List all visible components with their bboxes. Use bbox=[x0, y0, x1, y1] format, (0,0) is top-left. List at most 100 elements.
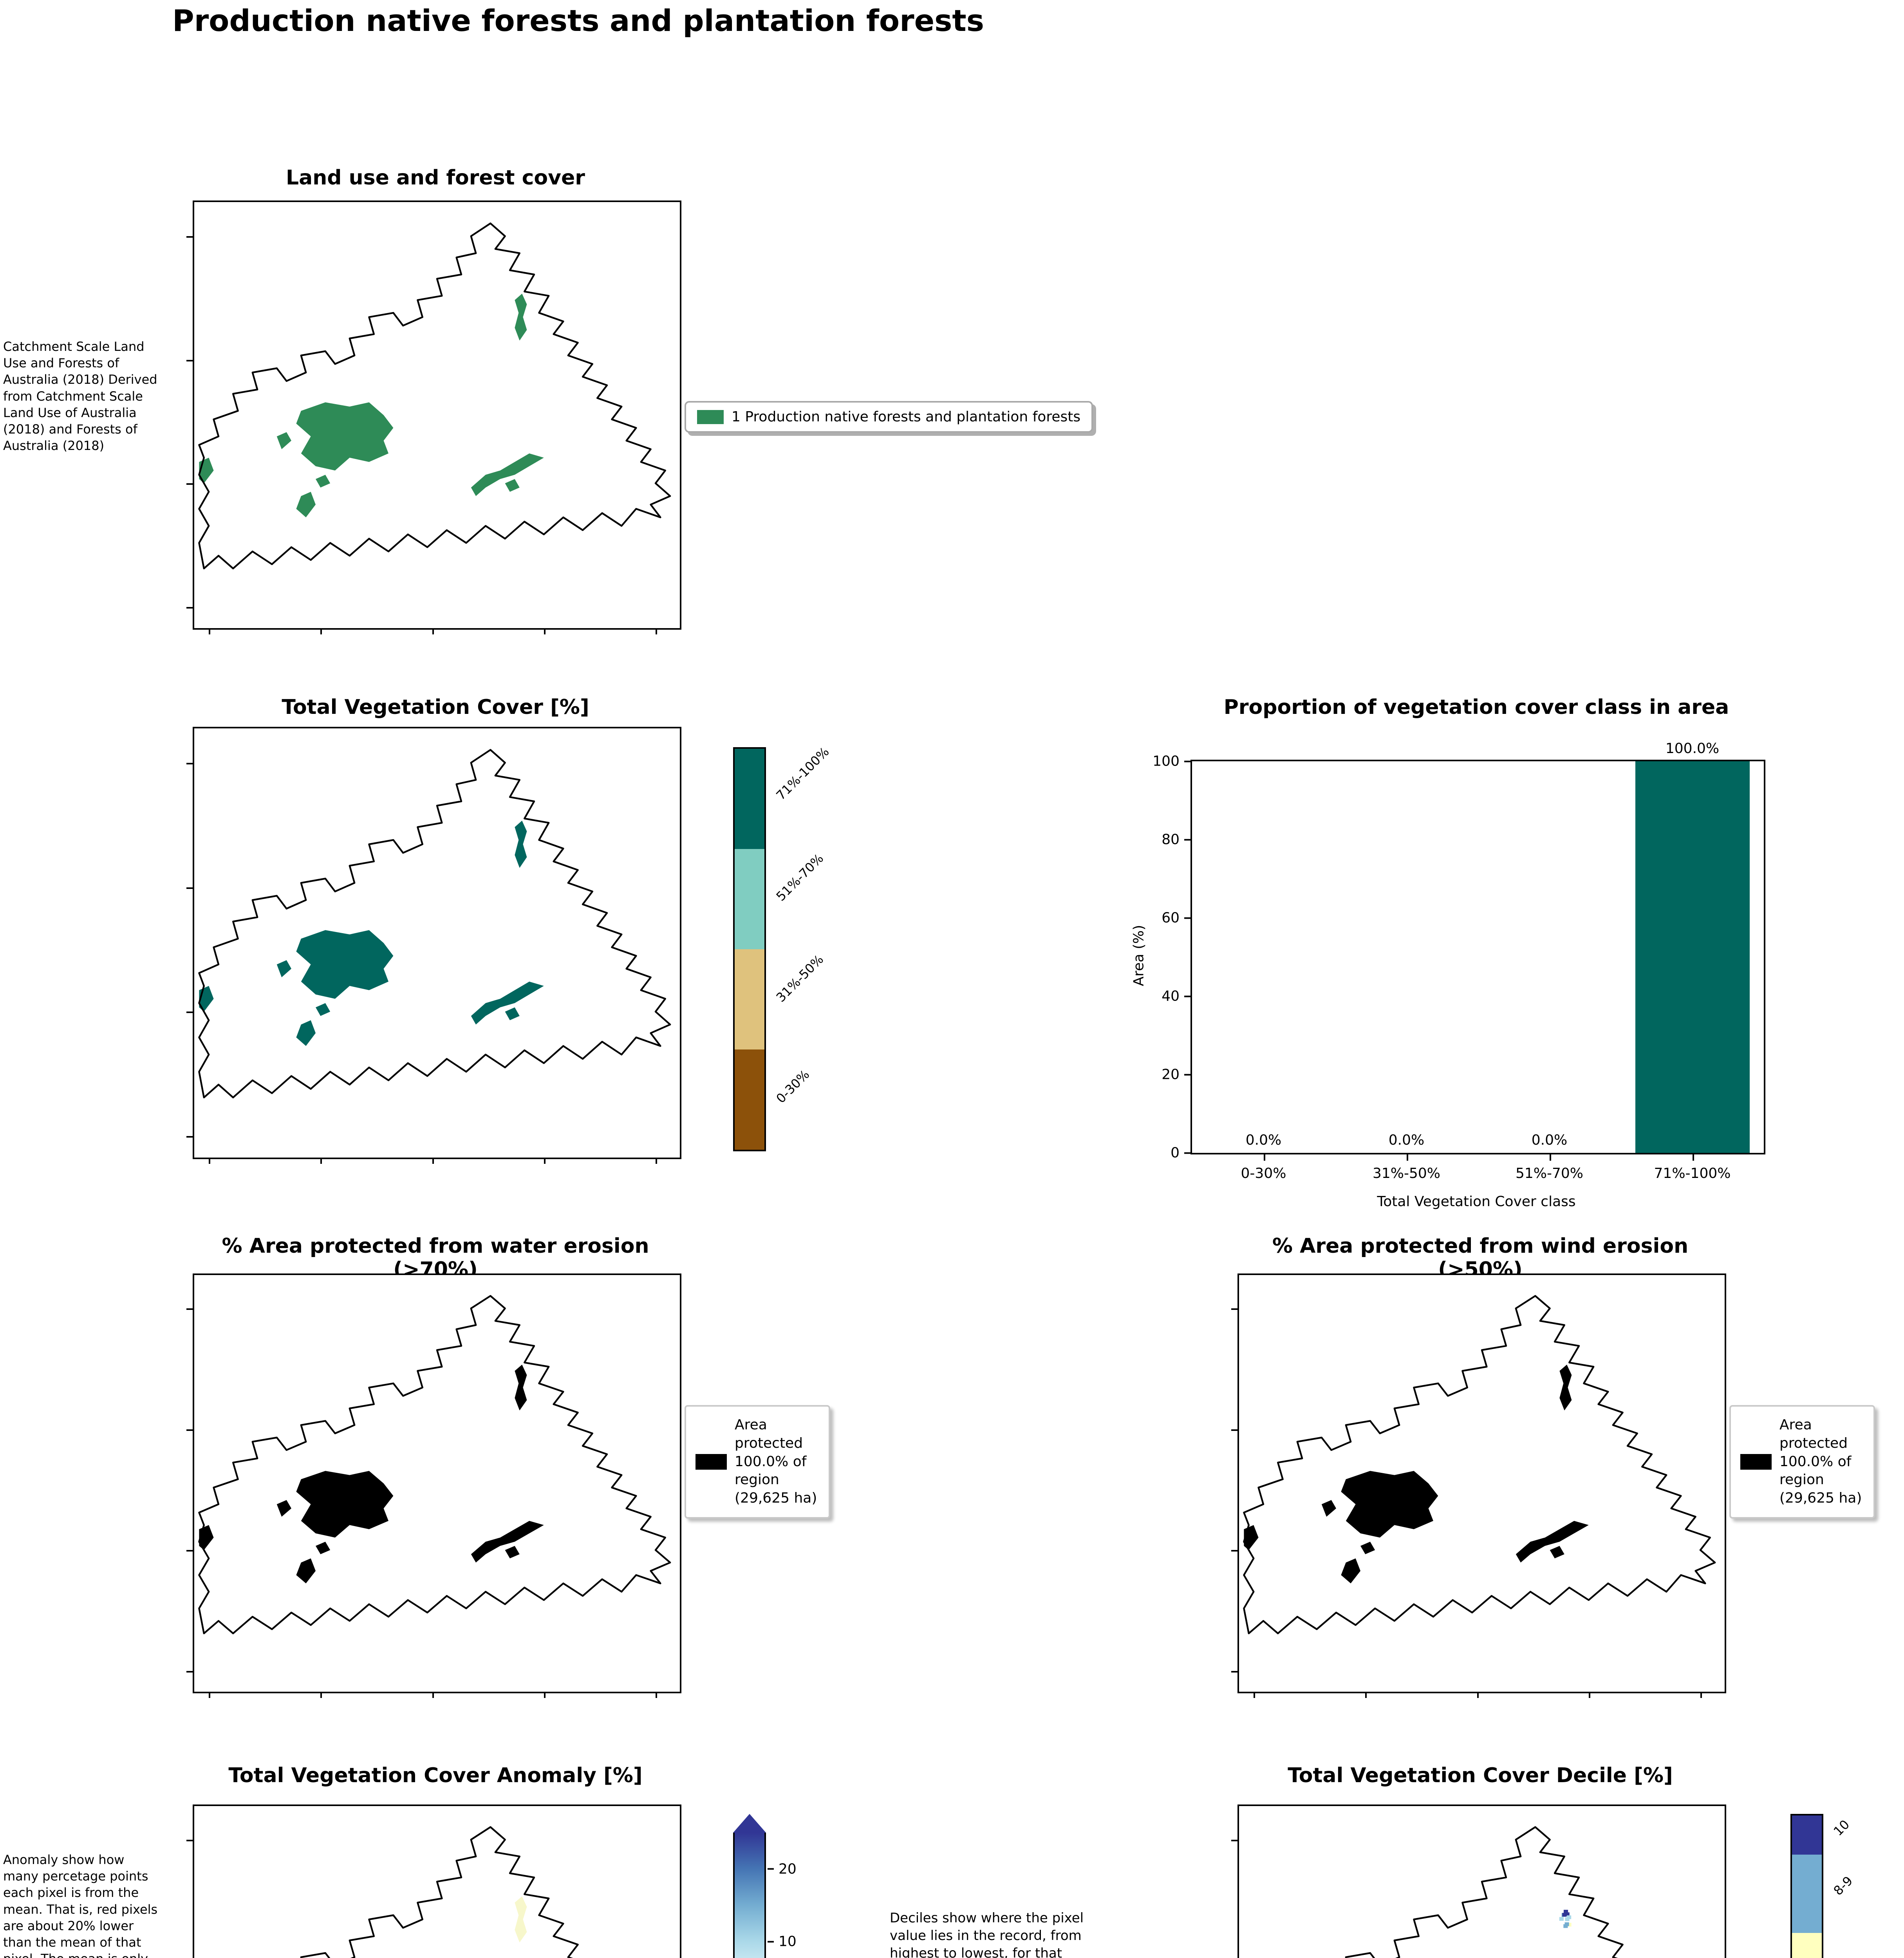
anomaly-panel-title: Total Vegetation Cover Anomaly [%] bbox=[228, 1764, 643, 1787]
anomaly-map bbox=[186, 1804, 681, 1958]
bar-slot: 0.0% bbox=[1192, 761, 1335, 1153]
y-axis-tick bbox=[186, 1136, 193, 1138]
tvc-class-swatch bbox=[735, 749, 764, 849]
x-axis-tick bbox=[320, 628, 322, 634]
decile-pixel bbox=[1567, 1923, 1572, 1927]
catchment-outline bbox=[1244, 1827, 1715, 1958]
anomaly-colorbar: 20 10 0 −10 −20 bbox=[733, 1814, 797, 1958]
y-axis-tick bbox=[1231, 1550, 1237, 1552]
bar-value-label: 0.0% bbox=[1531, 1132, 1568, 1148]
x-axis-tick bbox=[320, 1158, 322, 1164]
decile-colorbar: 10 8-9 4-7 2-3 1 bbox=[1790, 1814, 1855, 1958]
x-axis-tick bbox=[209, 1692, 211, 1698]
landuse-map bbox=[186, 200, 681, 634]
x-axis-tick bbox=[656, 1158, 657, 1164]
bar-value-label: 0.0% bbox=[1388, 1132, 1425, 1148]
water-panel-title: % Area protected from water erosion (>70… bbox=[222, 1234, 649, 1281]
decile-caption: Deciles show where the pixel value lies … bbox=[890, 1910, 1084, 1958]
bar-value-label: 100.0% bbox=[1665, 741, 1720, 757]
x-axis-tick bbox=[656, 628, 657, 634]
y-axis-tick bbox=[186, 1429, 193, 1431]
x-axis-tick bbox=[544, 628, 546, 634]
y-axis-tick bbox=[1231, 1429, 1237, 1431]
decile-pixel bbox=[1562, 1913, 1567, 1917]
bar-slot: 0.0% bbox=[1478, 761, 1621, 1153]
y-tick: 60 bbox=[1126, 910, 1192, 926]
y-axis-tick bbox=[186, 887, 193, 889]
x-axis-tick bbox=[432, 1158, 434, 1164]
tvc-class-label: 31%-50% bbox=[773, 952, 827, 1005]
tvc-class-swatch bbox=[735, 849, 764, 949]
x-axis-tick bbox=[656, 1692, 657, 1698]
water-legend-label: Area protected 100.0% of region (29,625 … bbox=[735, 1417, 817, 1506]
wind-legend-label: Area protected 100.0% of region (29,625 … bbox=[1779, 1417, 1862, 1506]
decile-class-swatch bbox=[1792, 1855, 1822, 1933]
x-category-label: 51%-70% bbox=[1478, 1152, 1621, 1181]
decile-pixel bbox=[1564, 1922, 1569, 1926]
y-axis-tick bbox=[186, 1308, 193, 1310]
y-tick: 100 bbox=[1126, 753, 1192, 769]
x-axis-tick bbox=[544, 1158, 546, 1164]
catchment-outline bbox=[1244, 1296, 1715, 1633]
y-tick: 40 bbox=[1126, 988, 1192, 1004]
y-tick-label: 80 bbox=[1162, 831, 1180, 848]
y-axis-tick bbox=[186, 1550, 193, 1552]
decile-class-swatch bbox=[1792, 1815, 1822, 1855]
anomaly-map-svg bbox=[194, 1806, 680, 1958]
y-tick-label: 0 bbox=[1171, 1145, 1180, 1161]
x-axis-tick bbox=[1254, 1692, 1255, 1698]
bar-71-100 bbox=[1635, 761, 1750, 1153]
y-axis-tick bbox=[1231, 1839, 1237, 1841]
anomaly-caption: Anomaly show how many percetage points e… bbox=[3, 1852, 158, 1958]
water-legend-swatch bbox=[695, 1454, 727, 1470]
x-category-label: 0-30% bbox=[1192, 1152, 1335, 1181]
x-axis-tick bbox=[1700, 1692, 1702, 1698]
decile-class-label: 8-9 bbox=[1830, 1873, 1856, 1898]
x-axis-tick bbox=[320, 1692, 322, 1698]
wind-legend-swatch bbox=[1740, 1454, 1772, 1470]
landuse-map-svg bbox=[194, 202, 680, 628]
wind-map-svg bbox=[1239, 1275, 1725, 1692]
decile-pixel bbox=[1565, 1912, 1570, 1916]
landuse-legend-label: 1 Production native forests and plantati… bbox=[732, 409, 1081, 425]
catchment-outline bbox=[199, 223, 670, 568]
tvc-class-swatch bbox=[735, 1049, 764, 1150]
decile-class-swatch bbox=[1792, 1933, 1822, 1958]
x-axis-tick bbox=[209, 628, 211, 634]
page-title: Production native forests and plantation… bbox=[172, 3, 984, 38]
tvc-class-label: 71%-100% bbox=[773, 744, 832, 803]
y-axis-tick bbox=[186, 359, 193, 361]
y-tick-label: 100 bbox=[1153, 753, 1180, 769]
catchment-outline bbox=[199, 1827, 670, 1958]
tvc-map-svg bbox=[194, 728, 680, 1158]
colorbar-tick: 10 bbox=[768, 1934, 797, 1950]
y-tick-label: 20 bbox=[1162, 1066, 1180, 1083]
x-axis-tick bbox=[209, 1158, 211, 1164]
landuse-caption: Catchment Scale Land Use and Forests of … bbox=[3, 339, 157, 453]
wind-map bbox=[1231, 1273, 1726, 1698]
y-tick: 20 bbox=[1126, 1067, 1192, 1083]
tvc-panel-title: Total Vegetation Cover [%] bbox=[282, 695, 589, 719]
y-axis-tick bbox=[186, 1671, 193, 1673]
bar-chart-plot: 0 20 40 60 80 100 0.0% 0.0% 0.0% 100.0% … bbox=[1153, 741, 1765, 1181]
decile-pixel bbox=[1565, 1917, 1570, 1921]
decile-pixel bbox=[1559, 1917, 1564, 1921]
x-axis-tick bbox=[1477, 1692, 1479, 1698]
y-axis-tick bbox=[1231, 1308, 1237, 1310]
y-axis-tick bbox=[186, 1012, 193, 1013]
water-map-svg bbox=[194, 1275, 680, 1692]
colorbar-tick-label: 10 bbox=[779, 1933, 797, 1950]
y-axis-tick bbox=[186, 607, 193, 609]
colorbar-arrow-up bbox=[733, 1814, 766, 1833]
decile-dot-cluster bbox=[1559, 1909, 1572, 1928]
landuse-legend-swatch bbox=[697, 410, 724, 424]
tvc-class-swatch bbox=[735, 949, 764, 1049]
x-axis-tick bbox=[432, 628, 434, 634]
colorbar-tick: 20 bbox=[768, 1861, 797, 1877]
y-axis-tick bbox=[186, 483, 193, 485]
decile-pixel bbox=[1563, 1909, 1568, 1914]
y-axis-tick bbox=[186, 1839, 193, 1841]
x-category-label: 31%-50% bbox=[1335, 1152, 1478, 1181]
x-axis-tick bbox=[1588, 1692, 1590, 1698]
